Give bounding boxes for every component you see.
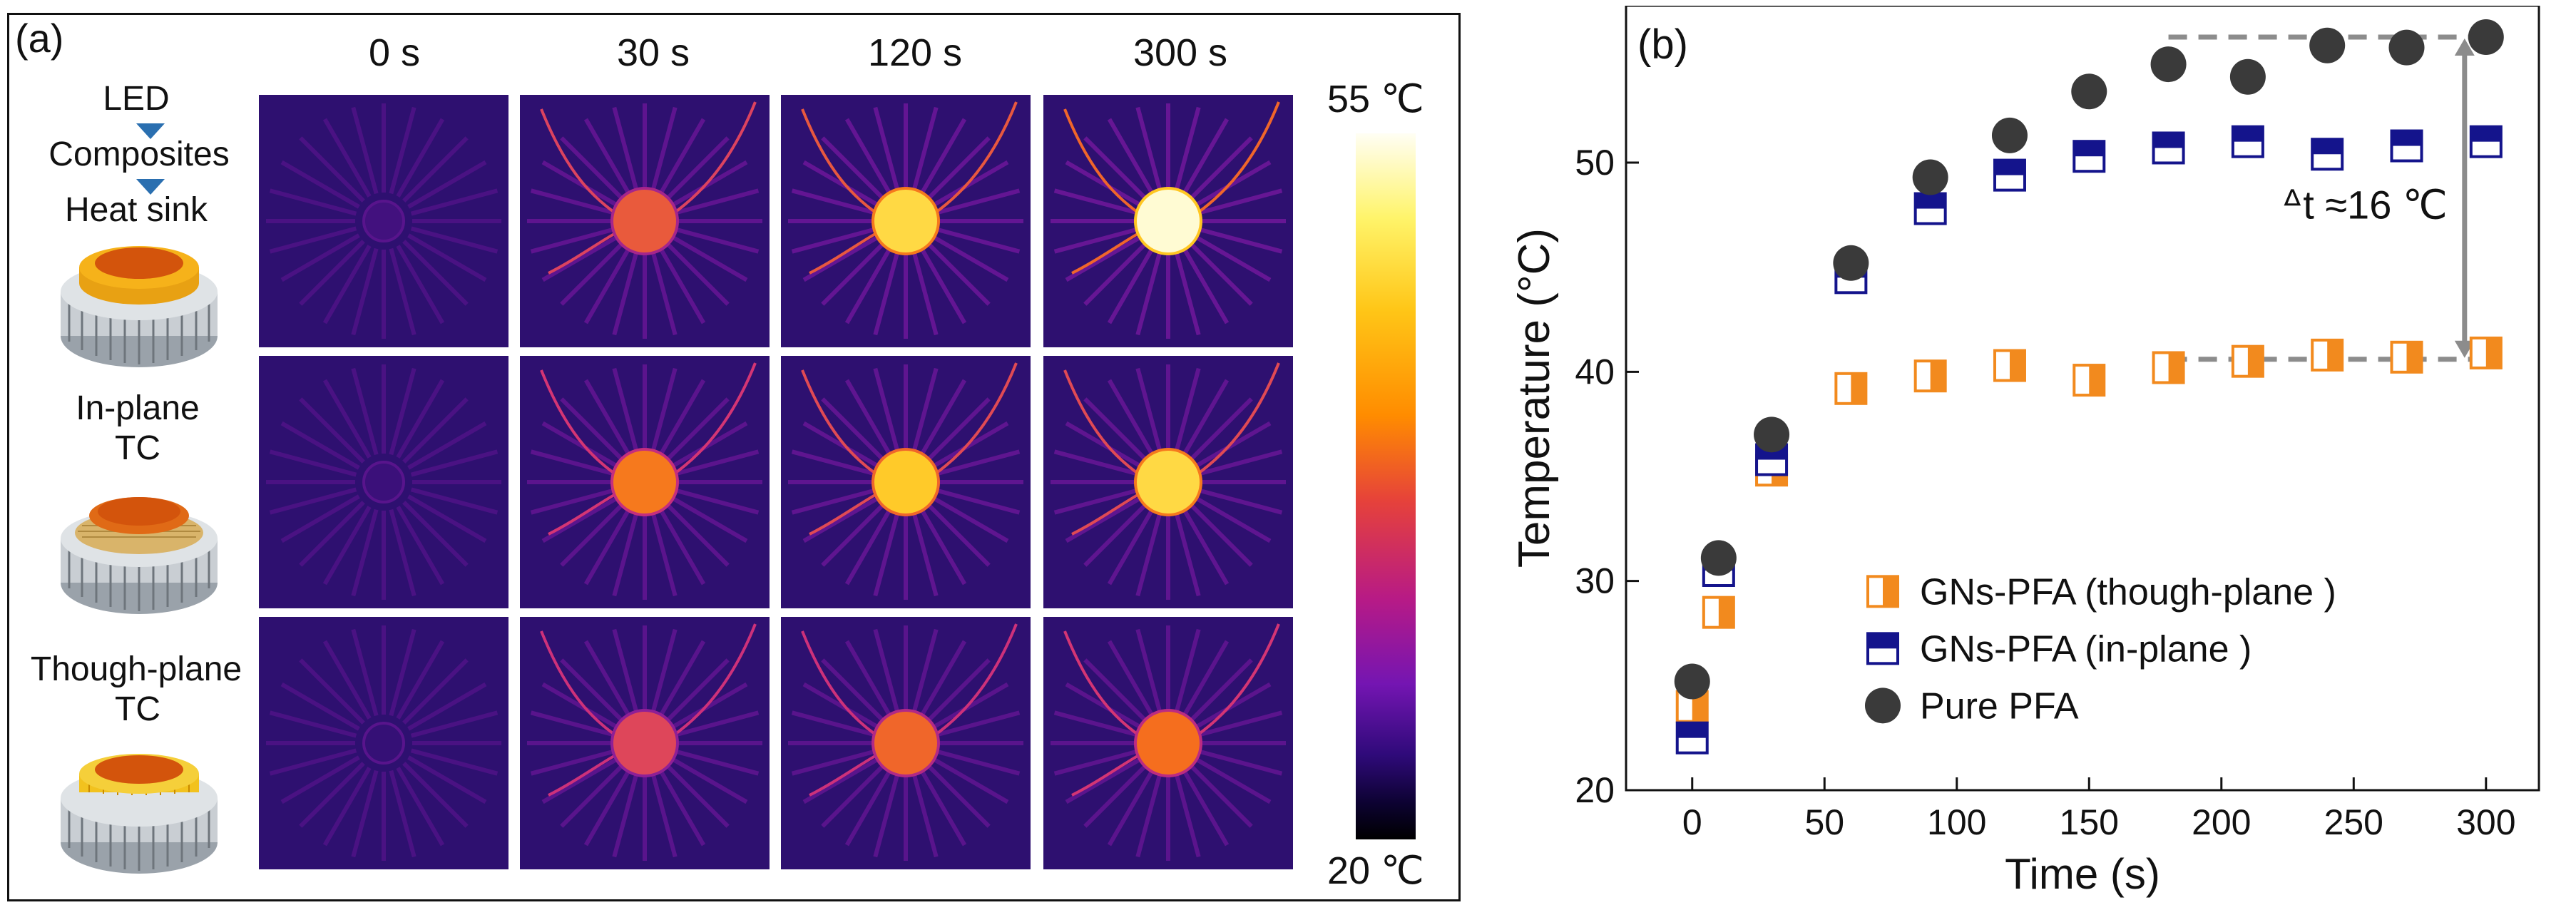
data-point-circle	[1754, 416, 1790, 453]
arrow-down-icon	[136, 123, 165, 139]
thermal-image	[259, 356, 508, 608]
data-point-half-top-square	[2311, 138, 2344, 171]
data-point-half-top-square	[2390, 129, 2423, 163]
chart-svg: 0 50 100 150 200 250 300 20 30 40 50 Time (s) Temper…	[1510, 4, 2540, 898]
thermal-image	[781, 95, 1031, 347]
panel-a-label: (a)	[15, 16, 64, 61]
thermal-image	[1043, 356, 1293, 608]
data-point-circle	[2229, 58, 2266, 95]
data-point-circle	[2468, 19, 2504, 55]
heat-sink-illustration	[61, 754, 218, 874]
colorbar-max-label: 55 ℃	[1327, 78, 1424, 121]
data-point-half-right-square	[2469, 336, 2503, 369]
x-tick-label: 200	[2192, 802, 2251, 842]
row-label-though-plane-tc: TC	[115, 690, 160, 728]
data-point-half-top-square	[1993, 158, 2026, 192]
x-tick-label: 150	[2060, 802, 2119, 842]
data-point-half-top-square	[1913, 192, 1947, 225]
diagram-composites-label: Composites	[48, 136, 230, 173]
data-point-circle	[1912, 159, 1948, 195]
diagram-led-label: LED	[103, 80, 170, 118]
arrow-down-icon	[136, 179, 165, 195]
legend-marker	[1866, 575, 1899, 608]
time-label-2: 120 s	[867, 31, 963, 74]
thermal-image	[259, 95, 508, 347]
data-point-half-right-square	[2231, 344, 2264, 378]
diagram-heat-sink-label: Heat sink	[64, 191, 208, 229]
thermal-image	[781, 617, 1031, 869]
data-point-circle	[1991, 117, 2028, 153]
legend-marker	[1865, 687, 1901, 724]
data-point-half-right-square	[2072, 364, 2106, 397]
time-label-3: 300 s	[1133, 31, 1228, 74]
panel-b-label: (b)	[1637, 21, 1688, 68]
thermal-image	[259, 617, 508, 869]
colorbar-min-label: 20 ℃	[1327, 849, 1424, 892]
data-point-half-right-square	[2311, 338, 2344, 372]
arrow-head-up-icon	[2454, 39, 2475, 56]
x-tick-label: 100	[1927, 802, 1986, 842]
data-point-half-right-square	[1913, 359, 1947, 393]
data-point-half-top-square	[2152, 131, 2185, 165]
heat-sink-illustration	[61, 246, 218, 367]
row-label-though-plane: Though-plane	[30, 650, 242, 688]
time-label-0: 0 s	[368, 31, 421, 74]
legend-marker	[1866, 632, 1899, 665]
y-tick-label: 40	[1575, 352, 1615, 392]
time-label-1: 30 s	[616, 31, 690, 74]
data-point-half-top-square	[2469, 125, 2503, 158]
data-point-circle	[1833, 245, 1869, 281]
data-point-circle	[2071, 73, 2107, 110]
legend-label: GNs-PFA (in-plane )	[1920, 628, 2252, 670]
y-axis-label: Temperature (°C)	[1510, 228, 1559, 568]
y-tick-label: 20	[1575, 770, 1615, 810]
plot-frame	[1625, 4, 2540, 792]
data-point-half-right-square	[1834, 372, 1868, 405]
x-tick-label: 0	[1682, 802, 1702, 842]
thermal-image	[781, 356, 1031, 608]
x-tick-label: 300	[2456, 802, 2515, 842]
row-label-in-plane: In-plane	[76, 389, 200, 427]
thermal-image	[520, 356, 770, 608]
data-point-circle	[1700, 540, 1737, 576]
data-point-half-top-square	[2072, 140, 2106, 173]
data-point-half-right-square	[2152, 351, 2185, 384]
data-point-half-right-square	[1993, 349, 2026, 382]
thermal-image	[1043, 617, 1293, 869]
data-point-half-top-square	[1675, 721, 1709, 755]
data-point-half-top-square	[2231, 125, 2264, 158]
data-point-circle	[2388, 29, 2425, 66]
panel-a-thermal-images: (a) 0 s 30 s 120 s 300 s LED Composites …	[7, 13, 1461, 901]
legend-label: GNs-PFA (though-plane )	[1920, 571, 2336, 613]
thermal-image	[520, 95, 770, 347]
y-tick-label: 30	[1575, 561, 1615, 601]
colorbar	[1356, 133, 1416, 839]
legend-label: Pure PFA	[1920, 685, 2079, 727]
data-point-half-right-square	[2390, 340, 2423, 374]
data-point-circle	[1674, 663, 1710, 700]
data-point-half-right-square	[1702, 595, 1735, 629]
x-axis-label: Time (s)	[2005, 850, 2160, 898]
x-tick-label: 250	[2324, 802, 2383, 842]
heat-sink-illustration	[61, 497, 218, 614]
thermal-image	[1043, 95, 1293, 347]
panel-b-chart: 0 50 100 150 200 250 300 20 30 40 50 Time (s) Temper…	[1483, 4, 2575, 911]
annotation-label: ᐞt ≈16 ℃	[2281, 183, 2448, 228]
row-label-in-plane-tc: TC	[115, 429, 160, 467]
data-point-circle	[2309, 27, 2346, 63]
thermal-image	[520, 617, 770, 869]
data-point-circle	[2150, 46, 2187, 83]
x-tick-label: 50	[1804, 802, 1844, 842]
y-tick-label: 50	[1575, 143, 1615, 183]
